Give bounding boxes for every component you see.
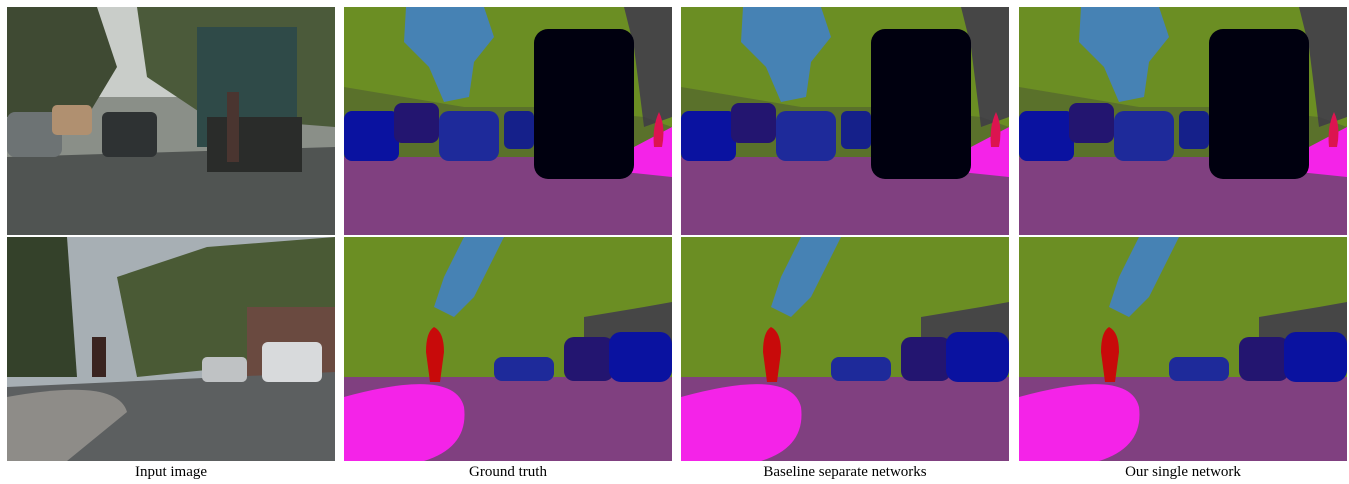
ground-truth-map xyxy=(344,237,672,461)
caption: Ground truth xyxy=(344,464,672,481)
single-network-map xyxy=(1019,237,1347,461)
row-2 xyxy=(7,237,1347,461)
ground-truth-map xyxy=(344,7,672,235)
input-image xyxy=(7,7,335,235)
input-image xyxy=(7,237,335,461)
caption: Input image xyxy=(7,464,335,481)
baseline-map xyxy=(681,237,1009,461)
figure-panels xyxy=(0,0,1349,462)
caption: Our single network xyxy=(1019,464,1347,481)
row-1 xyxy=(7,7,1347,235)
baseline-map xyxy=(681,7,1009,235)
single-network-map xyxy=(1019,7,1347,235)
page: Input image Ground truth Baseline separa… xyxy=(0,0,1349,484)
caption: Baseline separate networks xyxy=(681,464,1009,481)
